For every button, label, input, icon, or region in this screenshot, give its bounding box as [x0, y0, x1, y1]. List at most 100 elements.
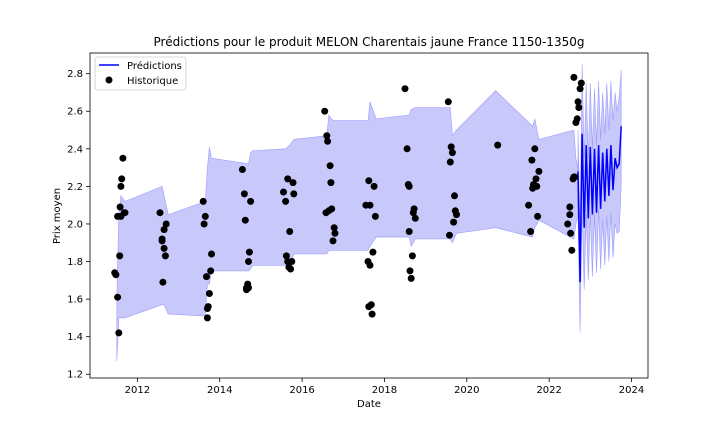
x-tick-label: 2024: [619, 385, 644, 396]
historique-point: [527, 228, 535, 235]
historique-point: [330, 224, 338, 232]
y-tick-label: 2.0: [67, 219, 83, 230]
historique-point: [366, 201, 374, 209]
historique-point: [453, 211, 460, 219]
historique-point: [243, 286, 250, 294]
historique-point: [247, 197, 255, 205]
historique-point: [407, 274, 415, 282]
historique-point: [571, 173, 579, 181]
historique-point: [238, 166, 246, 173]
y-tick-label: 2.6: [67, 107, 83, 118]
historique-point: [568, 246, 576, 254]
historique-point: [116, 203, 124, 211]
historique-point: [119, 154, 127, 162]
x-tick-label: 2022: [536, 385, 561, 396]
historique-point: [114, 293, 122, 301]
historique-point: [204, 303, 212, 311]
historique-point: [245, 258, 252, 265]
historique-point: [287, 265, 295, 273]
historique-point: [117, 182, 125, 190]
historique-point: [401, 85, 409, 93]
historique-point: [534, 212, 542, 220]
historique-point: [405, 228, 413, 235]
historique-point: [121, 209, 129, 217]
historique-point: [575, 104, 583, 111]
historique-point: [241, 216, 249, 224]
historique-points-layer: [111, 73, 585, 337]
historique-point: [408, 252, 416, 260]
historique-point: [331, 229, 339, 237]
historique-point: [282, 252, 290, 260]
historique-point: [203, 314, 211, 322]
historique-point: [156, 209, 164, 217]
historique-point: [447, 143, 455, 151]
historique-point: [321, 107, 329, 115]
historique-point: [118, 175, 126, 183]
historique-point: [577, 79, 585, 87]
historique-point: [245, 248, 253, 256]
historique-point: [446, 158, 454, 166]
historique-point: [450, 218, 458, 226]
historique-point: [290, 190, 298, 198]
x-axis: 2012 2014 2016 2018 2020 2022 2024: [125, 378, 644, 396]
historique-point: [367, 301, 375, 309]
historique-point: [329, 237, 337, 245]
historique-point: [114, 212, 122, 220]
historique-point: [366, 261, 374, 269]
historique-point: [574, 98, 582, 106]
historique-point: [566, 203, 574, 211]
predictions-layer: [577, 64, 622, 333]
y-tick-label: 1.6: [67, 295, 83, 306]
historique-point: [205, 290, 213, 297]
historique-point: [161, 252, 169, 260]
historique-point: [280, 188, 287, 196]
historique-point: [573, 115, 581, 123]
historique-point: [324, 137, 332, 145]
historique-point: [327, 179, 335, 187]
historique-point: [451, 192, 458, 200]
historique-point: [576, 85, 584, 93]
historique-point: [201, 212, 209, 220]
historique-point: [365, 177, 373, 185]
historique-point: [289, 179, 297, 187]
historique-point: [410, 205, 418, 213]
historique-point: [240, 190, 248, 198]
historique-point: [368, 310, 376, 318]
historique-point: [528, 156, 536, 164]
historique-point: [406, 267, 414, 275]
historique-point: [567, 229, 575, 237]
historique-point: [570, 73, 578, 81]
x-axis-label: Date: [357, 399, 381, 410]
historique-point: [533, 182, 541, 190]
historique-point: [448, 149, 456, 157]
historique-point: [535, 167, 543, 175]
prediction-line: [577, 126, 622, 283]
historique-point: [566, 211, 574, 219]
historique-point: [208, 250, 215, 258]
historique-point: [158, 237, 166, 245]
x-tick-label: 2020: [454, 385, 479, 396]
historique-point: [162, 220, 170, 228]
legend-predictions-label: Prédictions: [127, 60, 182, 72]
historique-point: [405, 182, 413, 190]
legend-historique-label: Historique: [127, 76, 178, 87]
historique-point: [403, 145, 411, 153]
historique-point: [112, 271, 120, 279]
historique-point: [160, 226, 168, 234]
historique-point: [286, 228, 294, 235]
historique-point: [326, 162, 334, 170]
historique-point: [328, 205, 336, 213]
historique-point: [115, 329, 123, 337]
y-tick-label: 2.4: [67, 144, 83, 155]
historique-point: [288, 258, 296, 265]
y-tick-label: 2.2: [67, 182, 83, 193]
y-axis-label: Prix moyen: [52, 188, 63, 244]
historique-point: [411, 214, 419, 222]
x-tick-label: 2016: [289, 385, 314, 396]
historique-point: [444, 98, 452, 106]
historique-point: [282, 197, 290, 205]
historique-point: [159, 278, 167, 286]
historique-point: [199, 197, 207, 205]
historique-point: [116, 252, 124, 260]
